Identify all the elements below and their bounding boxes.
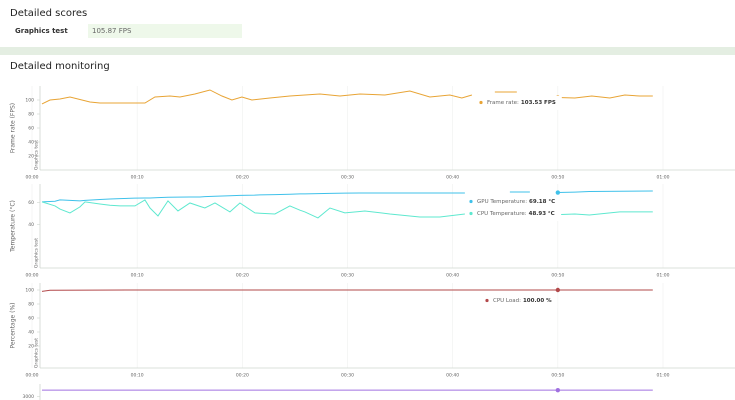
x-tick-label: 00:10 <box>131 175 144 181</box>
x-tick-label: 00:10 <box>131 373 144 379</box>
y-axis-label: Percentage (%) <box>10 302 17 348</box>
x-tick-label: 00:10 <box>131 273 144 279</box>
series-line <box>41 190 653 203</box>
x-tick-label: 01:00 <box>657 373 670 379</box>
tooltip-label: CPU Temperature: <box>477 211 527 217</box>
x-tick-label: 00:20 <box>236 273 249 279</box>
y-axis-label: Frame rate (FPS) <box>10 103 17 153</box>
x-tick-label: 01:00 <box>657 175 670 181</box>
score-value: 105.87 FPS <box>92 27 132 35</box>
region-label: Graphics test <box>34 238 40 268</box>
x-tick-label: 00:00 <box>26 373 39 379</box>
y-tick-label: 40 <box>28 140 34 146</box>
cursor-point <box>555 287 561 293</box>
x-tick-label: 00:50 <box>551 175 564 181</box>
x-tick-label: 00:30 <box>341 273 354 279</box>
x-tick-label: 00:20 <box>236 373 249 379</box>
cursor-point <box>555 387 561 393</box>
x-tick-label: 00:50 <box>551 273 564 279</box>
tooltip-dot <box>479 100 483 105</box>
score-box <box>88 24 242 38</box>
y-tick-label: 40 <box>28 222 34 228</box>
y-tick-label: 80 <box>28 302 34 308</box>
x-tick-label: 00:40 <box>446 273 459 279</box>
series-line <box>41 199 653 219</box>
tooltip <box>482 294 558 308</box>
x-tick-label: 00:50 <box>551 373 564 379</box>
y-axis-label: Temperature (°C) <box>10 200 17 253</box>
tooltip-value: 69.18 °C <box>529 199 555 205</box>
x-tick-label: 00:20 <box>236 175 249 181</box>
tooltip-dot <box>469 199 473 204</box>
y-tick-label: 100 <box>25 98 34 104</box>
x-tick-label: 00:00 <box>26 175 39 181</box>
x-tick-label: 00:30 <box>341 175 354 181</box>
y-tick-label: 60 <box>28 316 34 322</box>
y-tick-label: 60 <box>28 126 34 132</box>
tooltip-dot <box>485 298 489 303</box>
cursor-point <box>555 190 561 195</box>
tooltip-dot <box>469 211 473 216</box>
y-tick-label: 20 <box>28 344 34 350</box>
y-tick-label: 20 <box>28 154 34 160</box>
y-tick-label: 3000 <box>23 394 35 400</box>
y-tick-label: 60 <box>28 200 34 206</box>
scores-title: Detailed scores <box>10 8 87 19</box>
y-tick-label: 80 <box>28 112 34 118</box>
tooltip-value: 48.93 °C <box>529 211 555 217</box>
x-tick-label: 00:40 <box>446 175 459 181</box>
tooltip <box>476 96 562 110</box>
monitoring-panel <box>0 55 735 400</box>
x-tick-label: 01:00 <box>657 273 670 279</box>
monitoring-title: Detailed monitoring <box>10 61 110 72</box>
region-label: Graphics test <box>34 338 40 368</box>
tooltip <box>466 195 562 221</box>
region-label: Graphics test <box>34 140 40 170</box>
tooltip-label: Frame rate: <box>487 100 519 106</box>
scores-panel <box>0 0 735 47</box>
tooltip-label: GPU Temperature: <box>477 199 527 205</box>
x-tick-label: 00:00 <box>26 273 39 279</box>
x-tick-label: 00:40 <box>446 373 459 379</box>
series-line <box>41 289 653 292</box>
y-tick-label: 40 <box>28 330 34 336</box>
score-label: Graphics test <box>15 27 68 35</box>
y-tick-label: 100 <box>25 288 34 294</box>
tooltip-value: 103.53 FPS <box>521 100 556 106</box>
tooltip-label: CPU Load: <box>493 298 521 304</box>
x-tick-label: 00:30 <box>341 373 354 379</box>
tooltip-value: 100.00 % <box>523 298 552 304</box>
